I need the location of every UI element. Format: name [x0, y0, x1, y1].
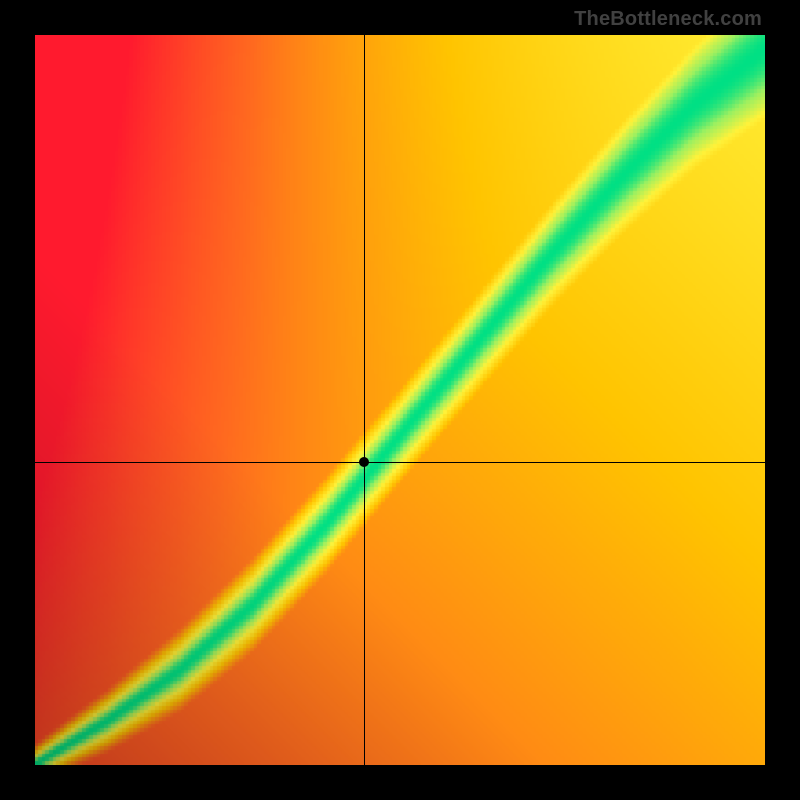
watermark-text: TheBottleneck.com [574, 8, 762, 31]
crosshair-marker [359, 457, 369, 467]
heatmap-canvas [35, 35, 765, 765]
crosshair-horizontal [35, 462, 765, 463]
crosshair-vertical [364, 35, 365, 765]
heatmap-plot [35, 35, 765, 765]
figure-container: TheBottleneck.com [0, 0, 800, 800]
